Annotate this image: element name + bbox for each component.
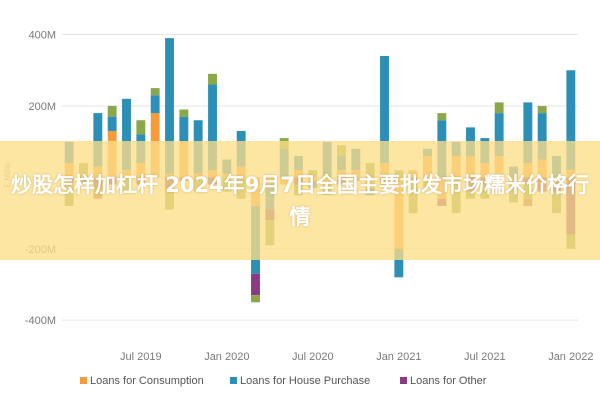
x-tick-label: Jan 2021 — [376, 351, 421, 363]
legend-swatch — [230, 377, 237, 384]
x-tick-label: Jan 2022 — [548, 351, 593, 363]
x-tick-label: Jul 2020 — [292, 351, 334, 363]
x-tick-label: Jan 2020 — [204, 351, 249, 363]
bar-segment — [107, 105, 117, 117]
bar-segment — [208, 73, 217, 85]
bar-segment — [150, 95, 160, 114]
bar-segment — [122, 98, 131, 171]
bar-segment — [394, 248, 404, 278]
bar-segment — [251, 295, 260, 303]
legend-swatch — [80, 377, 87, 384]
bar-segment — [437, 113, 447, 121]
bar-segment — [537, 105, 547, 114]
legend-swatch — [400, 377, 407, 384]
bar-segment — [380, 55, 389, 164]
headline-banner: 炒股怎样加杠杆 2024年9月7日全国主要批发市场糯米价格行情 — [0, 141, 600, 260]
bar-segment — [93, 113, 103, 167]
x-tick-label: Jul 2019 — [120, 351, 162, 363]
bar-segment — [179, 109, 189, 117]
bar-segment — [165, 38, 174, 174]
legend-label: Loans for Other — [410, 375, 487, 387]
bar-segment — [537, 113, 547, 160]
y-tick-label: 200M — [28, 101, 56, 113]
bar-segment — [523, 102, 533, 164]
x-tick-label: Jul 2021 — [464, 351, 506, 363]
bar-segment — [494, 102, 504, 114]
legend-label: Loans for Consumption — [90, 375, 204, 387]
bar-segment — [150, 88, 160, 96]
bar-segment — [208, 84, 217, 171]
y-tick-label: 400M — [28, 30, 56, 42]
bar-segment — [494, 113, 504, 156]
legend-label: Loans for House Purchase — [240, 375, 370, 387]
bar-segment — [251, 273, 260, 296]
bar-segment — [107, 116, 117, 131]
bar-segment — [136, 120, 146, 135]
bar-segment — [566, 70, 576, 171]
bar-segment — [179, 116, 189, 142]
y-tick-label: -400M — [25, 315, 56, 327]
headline-text: 炒股怎样加杠杆 2024年9月7日全国主要批发市场糯米价格行情 — [11, 172, 589, 229]
